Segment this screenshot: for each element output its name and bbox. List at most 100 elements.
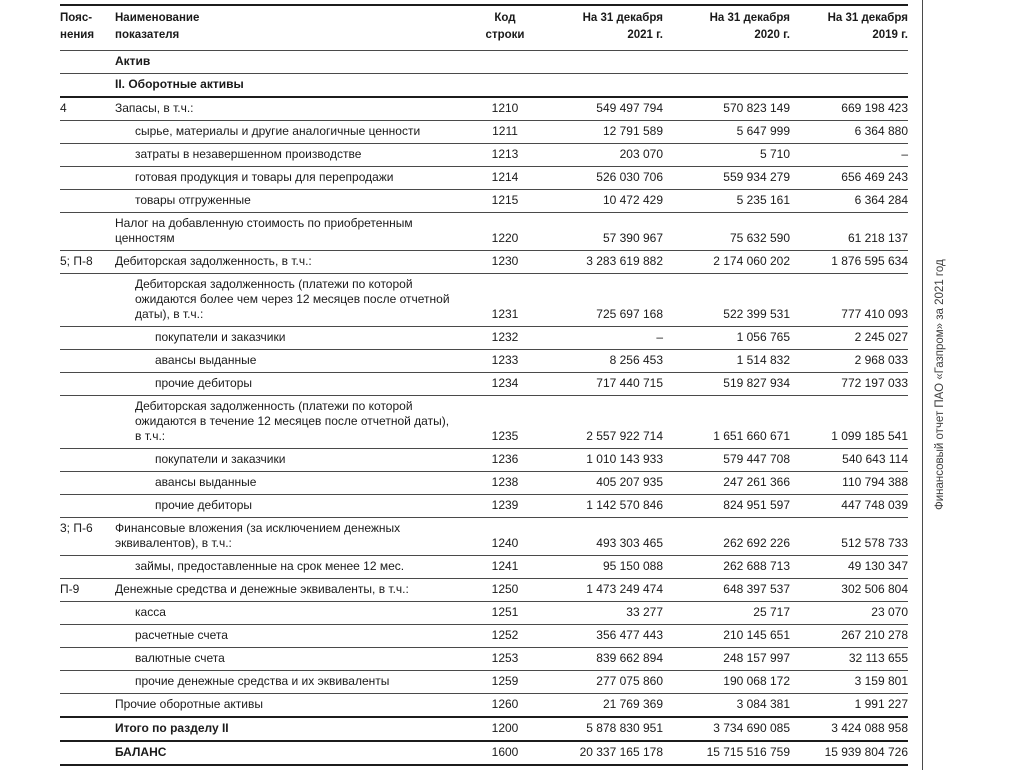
cell-v2019: 302 506 804 <box>841 582 908 597</box>
cell-v2019: 2 968 033 <box>854 353 908 368</box>
table-row: Дебиторская задолженность (платежи по ко… <box>60 396 908 449</box>
cell-v2020: 648 397 537 <box>723 582 790 597</box>
table-row: прочие дебиторы 1239 1 142 570 846 824 951 … <box>60 495 908 518</box>
cell-v2021: 20 337 165 178 <box>579 745 663 760</box>
cell-expl <box>60 556 115 579</box>
cell-v2020: 248 157 997 <box>723 651 790 666</box>
cell-name: Дебиторская задолженность, в т.ч.: <box>115 254 312 269</box>
cell-v2020: 247 261 366 <box>723 475 790 490</box>
cell-v2021: 717 440 715 <box>596 376 663 391</box>
cell-v2021: 3 283 619 882 <box>586 254 663 269</box>
cell-v2021: 203 070 <box>619 147 663 162</box>
cell-code: 1236 <box>491 452 519 467</box>
cell-name: Финансовые вложения (за исключением дене… <box>115 521 401 551</box>
cell-v2019: 32 113 655 <box>848 651 908 666</box>
table-header-row: Пояс- нения Наименование показателя Код … <box>60 5 908 51</box>
cell-expl <box>60 121 115 144</box>
cell-v2020: 1 514 832 <box>736 353 790 368</box>
cell-name: авансы выданные <box>155 475 257 490</box>
cell-code: 1220 <box>491 231 519 246</box>
cell-expl: П-9 <box>60 582 80 597</box>
cell-code: 1241 <box>491 559 519 574</box>
cell-expl <box>60 495 115 518</box>
cell-v2021 <box>545 74 663 98</box>
cell-v2020: 2 174 060 202 <box>713 254 790 269</box>
cell-expl <box>60 144 115 167</box>
cell-name: Прочие оборотные активы <box>115 697 263 712</box>
cell-v2019: 540 643 114 <box>842 452 908 467</box>
cell-code: 1200 <box>491 721 519 736</box>
cell-v2021: 57 390 967 <box>602 231 663 246</box>
cell-v2020: 570 823 149 <box>723 101 790 116</box>
cell-name: прочие дебиторы <box>155 498 252 513</box>
cell-v2020: 5 647 999 <box>736 124 790 139</box>
cell-name: Денежные средства и денежные эквиваленты… <box>115 582 409 597</box>
cell-v2019: 110 794 388 <box>842 475 908 490</box>
cell-expl <box>60 74 115 98</box>
table-row: П-9 Денежные средства и денежные эквивале… <box>60 579 908 602</box>
header-2020: На 31 декабря 2020 г. <box>709 12 790 41</box>
cell-v2021: 1 473 249 474 <box>586 582 663 597</box>
cell-expl <box>60 625 115 648</box>
table-row: прочие денежные средства и их эквивалент… <box>60 671 908 694</box>
cell-v2019: 2 245 027 <box>854 330 908 345</box>
cell-expl <box>60 717 115 741</box>
cell-code: 1238 <box>491 475 519 490</box>
cell-v2019: 23 070 <box>871 605 908 620</box>
cell-name: затраты в незавершенном производстве <box>135 147 362 162</box>
cell-v2021: 526 030 706 <box>596 170 663 185</box>
cell-v2020: 3 084 381 <box>736 697 790 712</box>
cell-expl <box>60 602 115 625</box>
cell-expl: 3; П-6 <box>60 521 93 536</box>
cell-name: готовая продукция и товары для перепрода… <box>135 170 394 185</box>
cell-v2021: 725 697 168 <box>596 307 663 322</box>
cell-v2019: 1 876 595 634 <box>831 254 908 269</box>
cell-v2021: 10 472 429 <box>602 193 663 208</box>
cell-v2020: 262 692 226 <box>723 536 790 551</box>
report-side-note: Финансовый отчет ПАО «Газпром» за 2021 г… <box>934 259 946 511</box>
table-row: 5; П-8 Дебиторская задолженность, в т.ч.:… <box>60 251 908 274</box>
cell-v2020: 522 399 531 <box>723 307 790 322</box>
cell-v2021: 405 207 935 <box>596 475 663 490</box>
cell-code: 1210 <box>491 101 519 116</box>
cell-code: 1251 <box>491 605 519 620</box>
cell-v2020: 25 717 <box>753 605 790 620</box>
cell-name: Актив <box>115 54 151 69</box>
cell-code: 1250 <box>491 582 519 597</box>
cell-v2019: – <box>901 147 908 162</box>
cell-code: 1214 <box>491 170 519 185</box>
cell-code <box>465 51 545 74</box>
cell-v2019: 1 991 227 <box>854 697 908 712</box>
cell-expl <box>60 396 115 449</box>
table-row: покупатели и заказчики 1236 1 010 143 933 5… <box>60 449 908 472</box>
header-line-code: Код строки <box>485 12 525 41</box>
table-row: затраты в незавершенном производстве 1213… <box>60 144 908 167</box>
cell-expl <box>60 350 115 373</box>
cell-v2020: 15 715 516 759 <box>706 745 790 760</box>
cell-name: БАЛАНС <box>115 745 167 760</box>
cell-v2019 <box>790 51 908 74</box>
cell-expl <box>60 694 115 718</box>
cell-name: покупатели и заказчики <box>155 452 286 467</box>
table-row: касса 1251 33 277 25 717 23 070 <box>60 602 908 625</box>
cell-expl: 5; П-8 <box>60 254 93 269</box>
cell-v2021: 21 769 369 <box>602 697 663 712</box>
cell-code: 1252 <box>491 628 519 643</box>
cell-code: 1235 <box>491 429 519 444</box>
cell-v2020: 75 632 590 <box>729 231 790 246</box>
cell-code: 1231 <box>491 307 519 322</box>
cell-name: товары отгруженные <box>135 193 251 208</box>
table-row: товары отгруженные 1215 10 472 429 5 235 16… <box>60 190 908 213</box>
table-row: БАЛАНС 1600 20 337 165 178 15 715 516 759 15… <box>60 741 908 766</box>
cell-v2019: 1 099 185 541 <box>831 429 908 444</box>
cell-code: 1600 <box>491 745 519 760</box>
cell-name: расчетные счета <box>135 628 228 643</box>
cell-v2021: 12 791 589 <box>602 124 663 139</box>
cell-name: Дебиторская задолженность (платежи по ко… <box>135 277 450 322</box>
cell-v2019: 447 748 039 <box>841 498 908 513</box>
cell-v2019: 61 218 137 <box>847 231 908 246</box>
table-row: авансы выданные 1233 8 256 453 1 514 832 2 9… <box>60 350 908 373</box>
table-row: Налог на добавленную стоимость по приобр… <box>60 213 908 251</box>
cell-expl <box>60 472 115 495</box>
cell-name: Запасы, в т.ч.: <box>115 101 194 116</box>
